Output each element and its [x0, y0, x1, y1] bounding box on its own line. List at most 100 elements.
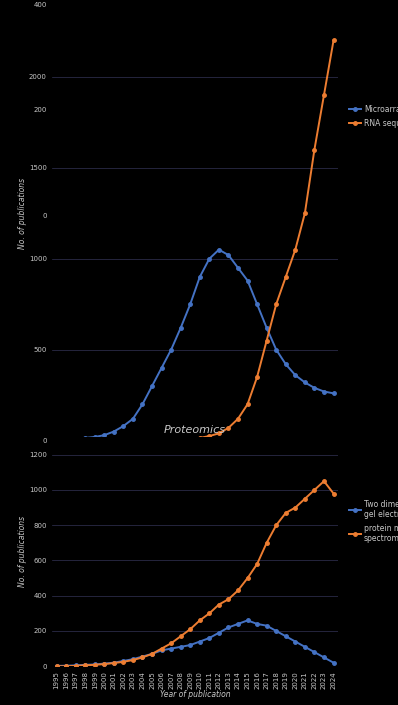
RNA sequencing — [159, 436, 164, 445]
Two dimensional
gel electrophoresis — [207, 634, 212, 642]
CRISPR — [207, 208, 212, 216]
Microarray — [140, 400, 145, 408]
CRISPR — [255, 116, 259, 125]
CRISPR — [111, 211, 116, 219]
transfer DNA — [197, 106, 202, 114]
Two dimensional
gel electrophoresis — [188, 641, 193, 649]
protein mass
spectrometry — [83, 661, 88, 670]
RNA sequencing — [73, 436, 78, 445]
Microarray — [245, 276, 250, 285]
RNA sequencing — [131, 436, 135, 445]
transfer DNA — [178, 116, 183, 125]
CRISPR — [197, 209, 202, 218]
RNA sequencing — [140, 436, 145, 445]
Line: Two dimensional
gel electrophoresis: Two dimensional gel electrophoresis — [55, 619, 335, 668]
CRISPR — [236, 195, 240, 204]
Microarray — [169, 345, 174, 354]
transfer DNA — [283, 74, 288, 82]
transfer DNA — [312, 90, 317, 98]
Microarray — [178, 324, 183, 332]
CRISPR — [178, 210, 183, 219]
protein mass
spectrometry — [178, 632, 183, 640]
protein mass
spectrometry — [140, 653, 145, 661]
Two dimensional
gel electrophoresis — [159, 646, 164, 654]
protein mass
spectrometry — [169, 639, 174, 647]
Two dimensional
gel electrophoresis — [121, 657, 126, 666]
transfer DNA — [121, 145, 126, 154]
Line: transfer DNA: transfer DNA — [55, 50, 335, 212]
Microarray — [302, 378, 307, 386]
Two dimensional
gel electrophoresis — [312, 648, 317, 656]
CRISPR — [159, 211, 164, 219]
RNA sequencing — [255, 373, 259, 381]
transfer DNA — [226, 95, 231, 104]
RNA sequencing — [217, 429, 221, 438]
transfer DNA — [217, 90, 221, 98]
RNA sequencing — [312, 145, 317, 154]
Microarray — [217, 245, 221, 254]
Legend: Microarray, RNA sequencing: Microarray, RNA sequencing — [348, 104, 398, 129]
Microarray — [283, 360, 288, 369]
Microarray — [197, 273, 202, 281]
Microarray — [54, 436, 59, 444]
Microarray — [73, 434, 78, 443]
Microarray — [111, 427, 116, 436]
protein mass
spectrometry — [236, 587, 240, 595]
Microarray — [121, 422, 126, 430]
RNA sequencing — [169, 436, 174, 445]
Two dimensional
gel electrophoresis — [226, 623, 231, 632]
transfer DNA — [83, 182, 88, 190]
protein mass
spectrometry — [159, 644, 164, 653]
RNA sequencing — [64, 436, 68, 445]
transfer DNA — [264, 48, 269, 56]
CRISPR — [64, 211, 68, 219]
Y-axis label: No. of publications: No. of publications — [18, 178, 27, 249]
RNA sequencing — [83, 436, 88, 445]
Two dimensional
gel electrophoresis — [283, 632, 288, 640]
Two dimensional
gel electrophoresis — [64, 661, 68, 670]
transfer DNA — [245, 74, 250, 82]
CRISPR — [131, 211, 135, 219]
Two dimensional
gel electrophoresis — [322, 653, 326, 661]
Two dimensional
gel electrophoresis — [293, 637, 298, 646]
Microarray — [83, 434, 88, 442]
transfer DNA — [131, 132, 135, 140]
CRISPR — [73, 211, 78, 219]
CRISPR — [169, 211, 174, 219]
protein mass
spectrometry — [92, 661, 97, 669]
Line: protein mass
spectrometry: protein mass spectrometry — [55, 479, 335, 668]
Line: RNA sequencing: RNA sequencing — [55, 39, 335, 442]
protein mass
spectrometry — [73, 661, 78, 670]
CRISPR — [92, 211, 97, 219]
protein mass
spectrometry — [245, 574, 250, 582]
X-axis label: Year of publication: Year of publication — [160, 690, 230, 699]
Microarray — [207, 255, 212, 263]
transfer DNA — [64, 200, 68, 209]
Two dimensional
gel electrophoresis — [217, 629, 221, 637]
CRISPR — [245, 168, 250, 177]
protein mass
spectrometry — [188, 625, 193, 633]
CRISPR — [188, 210, 193, 219]
protein mass
spectrometry — [331, 489, 336, 498]
X-axis label: Year of publication: Year of publication — [160, 465, 230, 474]
transfer DNA — [140, 129, 145, 137]
RNA sequencing — [236, 415, 240, 423]
RNA sequencing — [274, 300, 279, 308]
protein mass
spectrometry — [131, 656, 135, 664]
CRISPR — [102, 211, 107, 219]
protein mass
spectrometry — [264, 539, 269, 547]
protein mass
spectrometry — [207, 609, 212, 618]
Microarray — [331, 389, 336, 398]
RNA sequencing — [178, 436, 183, 444]
transfer DNA — [169, 111, 174, 119]
Microarray — [64, 436, 68, 444]
Two dimensional
gel electrophoresis — [255, 620, 259, 628]
Two dimensional
gel electrophoresis — [169, 644, 174, 653]
CRISPR — [226, 203, 231, 212]
RNA sequencing — [331, 36, 336, 44]
CRISPR — [140, 211, 145, 219]
Two dimensional
gel electrophoresis — [197, 637, 202, 646]
transfer DNA — [293, 79, 298, 87]
Microarray — [264, 324, 269, 332]
transfer DNA — [73, 192, 78, 201]
